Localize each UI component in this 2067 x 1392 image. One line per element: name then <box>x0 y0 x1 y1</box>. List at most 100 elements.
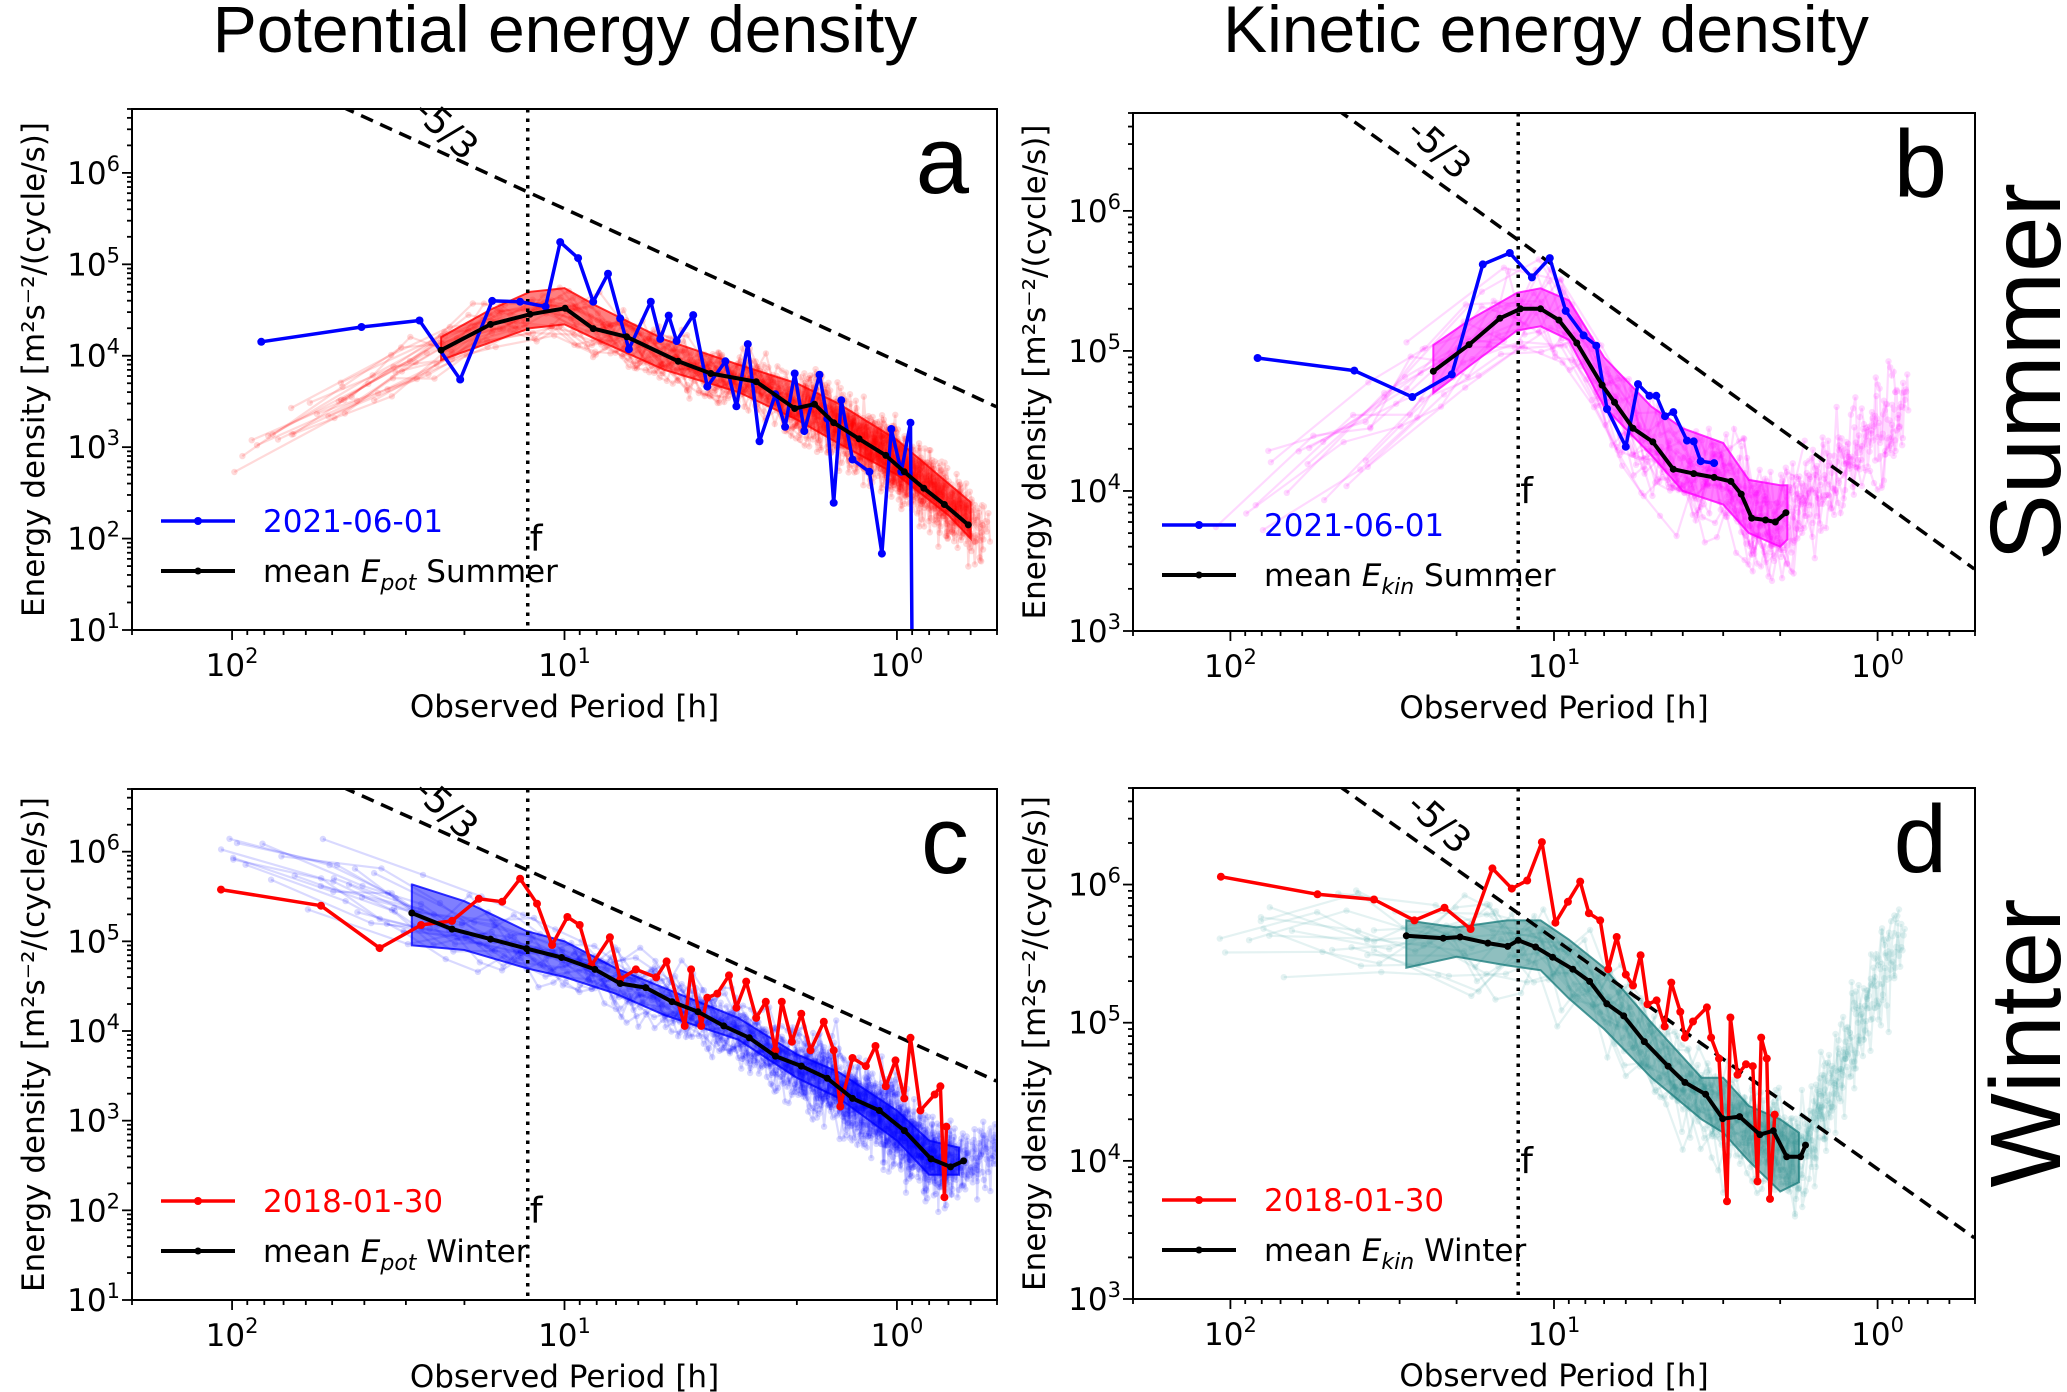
ensemble-line <box>386 922 935 1195</box>
mean-point <box>964 521 972 529</box>
mean-point <box>558 954 566 961</box>
highlight-point <box>474 894 483 903</box>
y-tick-label: 105 <box>1068 1002 1121 1042</box>
reference-slope-label: -5/3 <box>406 770 486 848</box>
highlight-point <box>806 1046 815 1055</box>
y-tick-label: 103 <box>67 426 120 466</box>
spread-band <box>410 883 961 1176</box>
highlight-point <box>541 302 550 311</box>
y-tick-label: 103 <box>1068 1278 1121 1318</box>
highlight-point <box>906 418 915 427</box>
highlight-point <box>1766 1194 1774 1203</box>
highlight-point <box>1592 341 1601 350</box>
highlight-point <box>1643 1000 1652 1009</box>
highlight-point <box>217 885 225 894</box>
mean-point <box>1537 305 1545 313</box>
highlight-point <box>871 1042 880 1050</box>
highlight-point <box>498 897 507 906</box>
x-tick-label: 100 <box>871 1314 924 1354</box>
highlight-point <box>930 1090 939 1099</box>
mean-point <box>830 419 838 427</box>
highlight-point <box>680 1021 689 1030</box>
highlight-point <box>797 1009 806 1018</box>
tick-exponent: 2 <box>245 644 258 668</box>
mean-point <box>1496 314 1504 322</box>
x-tick-label: 101 <box>1528 645 1581 685</box>
legend-label-mean: mean Epot Summer <box>263 554 558 596</box>
highlight-point <box>548 941 557 949</box>
y-tick-label: 101 <box>67 1279 120 1319</box>
highlight-point <box>563 913 572 921</box>
mean-point <box>1516 305 1524 313</box>
highlight-point <box>881 1082 890 1091</box>
highlight-point <box>743 340 752 349</box>
tick-exponent: 2 <box>107 518 120 542</box>
legend-mean-prefix: mean <box>263 1234 361 1270</box>
ensemble-line <box>270 878 912 1177</box>
highlight-point <box>829 1046 838 1055</box>
legend-mean-suffix: Summer <box>1414 558 1556 594</box>
mean-point <box>1664 1062 1672 1070</box>
highlight-point <box>819 1017 828 1026</box>
highlight-point <box>713 989 722 998</box>
mean-point <box>526 310 534 318</box>
y-tick-label: 105 <box>67 243 120 283</box>
highlight-point <box>848 455 857 464</box>
highlight-point <box>1551 918 1560 927</box>
ensemble-line <box>1369 337 1904 577</box>
mean-point <box>1629 424 1637 432</box>
highlight-series-line <box>1257 251 1715 465</box>
tick-exponent: 1 <box>107 1279 120 1303</box>
mean-point <box>1690 470 1698 478</box>
highlight-point <box>781 422 790 431</box>
mean-point <box>1727 477 1735 485</box>
highlight-point <box>1507 884 1516 893</box>
highlight-point <box>1216 872 1225 881</box>
highlight-point <box>1634 380 1642 389</box>
highlight-point <box>357 323 366 331</box>
row-label-summer: Summer <box>1970 183 2067 561</box>
highlight-point <box>417 921 426 929</box>
legend-mean-subscript: kin <box>1381 1250 1414 1275</box>
highlight-point <box>752 1013 761 1022</box>
tick-exponent: 4 <box>107 1010 120 1034</box>
mean-point <box>591 965 599 973</box>
highlight-point <box>732 402 741 411</box>
highlight-point <box>1710 459 1719 468</box>
highlight-point <box>556 238 565 247</box>
highlight-point <box>1584 909 1593 918</box>
highlight-point <box>1733 1070 1742 1079</box>
legend-mean-symbol: E <box>1362 558 1382 594</box>
mean-point <box>791 405 799 412</box>
mean-point <box>437 346 445 354</box>
mean-point <box>707 370 715 377</box>
y-tick-label: 105 <box>67 920 120 960</box>
highlight-point <box>1652 391 1661 400</box>
highlight-point <box>1313 890 1322 899</box>
tick-exponent: 4 <box>107 335 120 359</box>
highlight-point <box>800 427 809 436</box>
legend-mean-prefix: mean <box>1264 558 1362 594</box>
tick-exponent: 2 <box>1243 1313 1256 1337</box>
legend-mean-suffix: Winter <box>416 1234 528 1270</box>
highlight-point <box>703 993 712 1002</box>
tick-exponent: 0 <box>910 644 923 668</box>
y-axis-label: Energy density [m²s⁻²/(cycle/s)] <box>16 122 52 617</box>
highlight-point <box>1680 1033 1689 1042</box>
tick-exponent: 0 <box>910 1314 923 1338</box>
mean-point <box>616 980 624 987</box>
highlight-point <box>940 1193 949 1202</box>
highlight-point <box>662 957 671 966</box>
highlight-point <box>1689 1017 1697 1026</box>
highlight-point <box>1676 1007 1685 1016</box>
mean-point <box>1402 932 1410 940</box>
mean-point <box>882 451 890 459</box>
x-tick-label: 100 <box>871 644 924 684</box>
highlight-point <box>761 997 770 1006</box>
mean-point <box>960 1157 968 1165</box>
inertial-period-label: f <box>1520 1141 1534 1182</box>
highlight-point <box>790 369 799 378</box>
